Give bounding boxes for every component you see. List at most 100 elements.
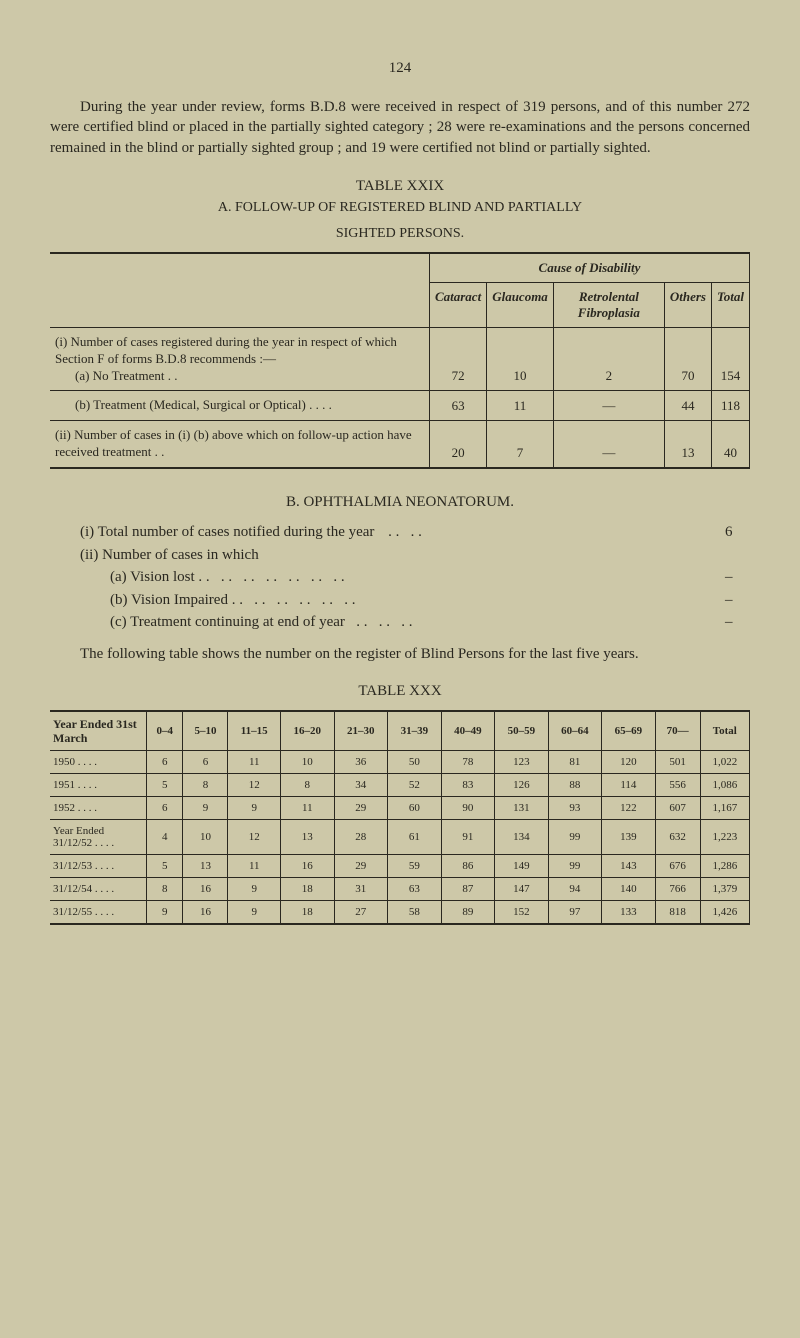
cell: 72 bbox=[429, 327, 486, 391]
table-cell: 140 bbox=[602, 878, 656, 901]
table-cell: 11 bbox=[228, 751, 281, 774]
table-cell: 10 bbox=[183, 820, 228, 855]
line-a: (a) Vision lost . . – . . . . . . . . . … bbox=[70, 566, 750, 589]
table-cell: 152 bbox=[495, 901, 549, 925]
table-cell: 88 bbox=[548, 774, 602, 797]
col-glaucoma: Glaucoma bbox=[487, 282, 554, 327]
table-cell: 99 bbox=[548, 820, 602, 855]
table-cell: 58 bbox=[388, 901, 442, 925]
section-b-heading: B. OPHTHALMIA NEONATORUM. bbox=[50, 494, 750, 511]
table-cell: 29 bbox=[334, 855, 388, 878]
cell: 13 bbox=[664, 421, 711, 468]
row-ii-label: (ii) Number of cases in (i) (b) above wh… bbox=[50, 421, 429, 468]
cell: 11 bbox=[487, 391, 554, 421]
table-cell: 6 bbox=[147, 797, 183, 820]
age-col: 31–39 bbox=[388, 711, 442, 751]
cell: 154 bbox=[712, 327, 750, 391]
cell: — bbox=[553, 421, 664, 468]
follow-text: The following table shows the number on … bbox=[50, 644, 750, 665]
table-cell: 78 bbox=[441, 751, 495, 774]
age-col: 50–59 bbox=[495, 711, 549, 751]
table-1-title: TABLE XXIX bbox=[50, 178, 750, 195]
age-col: 16–20 bbox=[281, 711, 335, 751]
age-col: 60–64 bbox=[548, 711, 602, 751]
table-row-label: 1950 . . . . bbox=[50, 751, 147, 774]
table-cell: 6 bbox=[183, 751, 228, 774]
intro-paragraph: During the year under review, forms B.D.… bbox=[50, 97, 750, 158]
table-cell: 120 bbox=[602, 751, 656, 774]
cell: 70 bbox=[664, 327, 711, 391]
row-i-b-label: (b) Treatment (Medical, Surgical or Opti… bbox=[50, 391, 429, 421]
table-cell: 9 bbox=[183, 797, 228, 820]
age-col: 21–30 bbox=[334, 711, 388, 751]
table-cell: 81 bbox=[548, 751, 602, 774]
age-col: 11–15 bbox=[228, 711, 281, 751]
table-cell: 93 bbox=[548, 797, 602, 820]
table-cell: 31 bbox=[334, 878, 388, 901]
table-cell: 28 bbox=[334, 820, 388, 855]
table-cell: 632 bbox=[655, 820, 700, 855]
table-cell: 36 bbox=[334, 751, 388, 774]
table-cell: 97 bbox=[548, 901, 602, 925]
table-cell: 11 bbox=[228, 855, 281, 878]
table-cell: 126 bbox=[495, 774, 549, 797]
table-cell: 8 bbox=[147, 878, 183, 901]
table-cell: 131 bbox=[495, 797, 549, 820]
table-cell: 94 bbox=[548, 878, 602, 901]
table-cell: 83 bbox=[441, 774, 495, 797]
table-cell: 114 bbox=[602, 774, 656, 797]
row-i-a-label: (a) No Treatment . . bbox=[75, 368, 178, 383]
table-cell: 139 bbox=[602, 820, 656, 855]
table-cell: 766 bbox=[655, 878, 700, 901]
table-cell: 818 bbox=[655, 901, 700, 925]
table-cell: 1,022 bbox=[700, 751, 749, 774]
table-cell: 59 bbox=[388, 855, 442, 878]
cell: 63 bbox=[429, 391, 486, 421]
table-row-label: 31/12/53 . . . . bbox=[50, 855, 147, 878]
col-others: Others bbox=[664, 282, 711, 327]
col-total: Total bbox=[712, 282, 750, 327]
table-xxx: Year Ended 31st March 0–4 5–10 11–15 16–… bbox=[50, 710, 750, 926]
table-cell: 50 bbox=[388, 751, 442, 774]
table-cell: 9 bbox=[228, 901, 281, 925]
table-cell: 9 bbox=[228, 797, 281, 820]
table-cell: 11 bbox=[281, 797, 335, 820]
table-cell: 18 bbox=[281, 901, 335, 925]
table-row-label: 31/12/54 . . . . bbox=[50, 878, 147, 901]
age-col: 40–49 bbox=[441, 711, 495, 751]
table-cell: 1,426 bbox=[700, 901, 749, 925]
table-1-subtitle-1: A. FOLLOW-UP OF REGISTERED BLIND AND PAR… bbox=[50, 200, 750, 216]
row-i-label: (i) Number of cases regis­tered during t… bbox=[50, 327, 429, 391]
line-ii: (ii) Number of cases in which bbox=[70, 544, 750, 567]
table-cell: 9 bbox=[228, 878, 281, 901]
table-cell: 16 bbox=[281, 855, 335, 878]
table-row-label: 1952 . . . . bbox=[50, 797, 147, 820]
table-cell: 1,286 bbox=[700, 855, 749, 878]
table-cell: 12 bbox=[228, 774, 281, 797]
table-cell: 86 bbox=[441, 855, 495, 878]
age-col: Total bbox=[700, 711, 749, 751]
table-cell: 8 bbox=[183, 774, 228, 797]
table-xxix: Cause of Disability Cataract Glaucoma Re… bbox=[50, 252, 750, 469]
table-cell: 143 bbox=[602, 855, 656, 878]
line-c: (c) Treatment continuing at end of year … bbox=[70, 611, 750, 634]
cell: 10 bbox=[487, 327, 554, 391]
table-cell: 16 bbox=[183, 878, 228, 901]
table-cell: 8 bbox=[281, 774, 335, 797]
table-cell: 1,223 bbox=[700, 820, 749, 855]
table-cell: 1,379 bbox=[700, 878, 749, 901]
line-i: (i) Total number of cases notified durin… bbox=[70, 521, 750, 544]
table-cell: 63 bbox=[388, 878, 442, 901]
table-cell: 90 bbox=[441, 797, 495, 820]
table-cell: 13 bbox=[281, 820, 335, 855]
table-cell: 18 bbox=[281, 878, 335, 901]
table-cell: 52 bbox=[388, 774, 442, 797]
table-cell: 501 bbox=[655, 751, 700, 774]
table-cell: 147 bbox=[495, 878, 549, 901]
cell: — bbox=[553, 391, 664, 421]
table-cell: 676 bbox=[655, 855, 700, 878]
table-cell: 607 bbox=[655, 797, 700, 820]
table-cell: 34 bbox=[334, 774, 388, 797]
cell: 20 bbox=[429, 421, 486, 468]
age-col: 5–10 bbox=[183, 711, 228, 751]
